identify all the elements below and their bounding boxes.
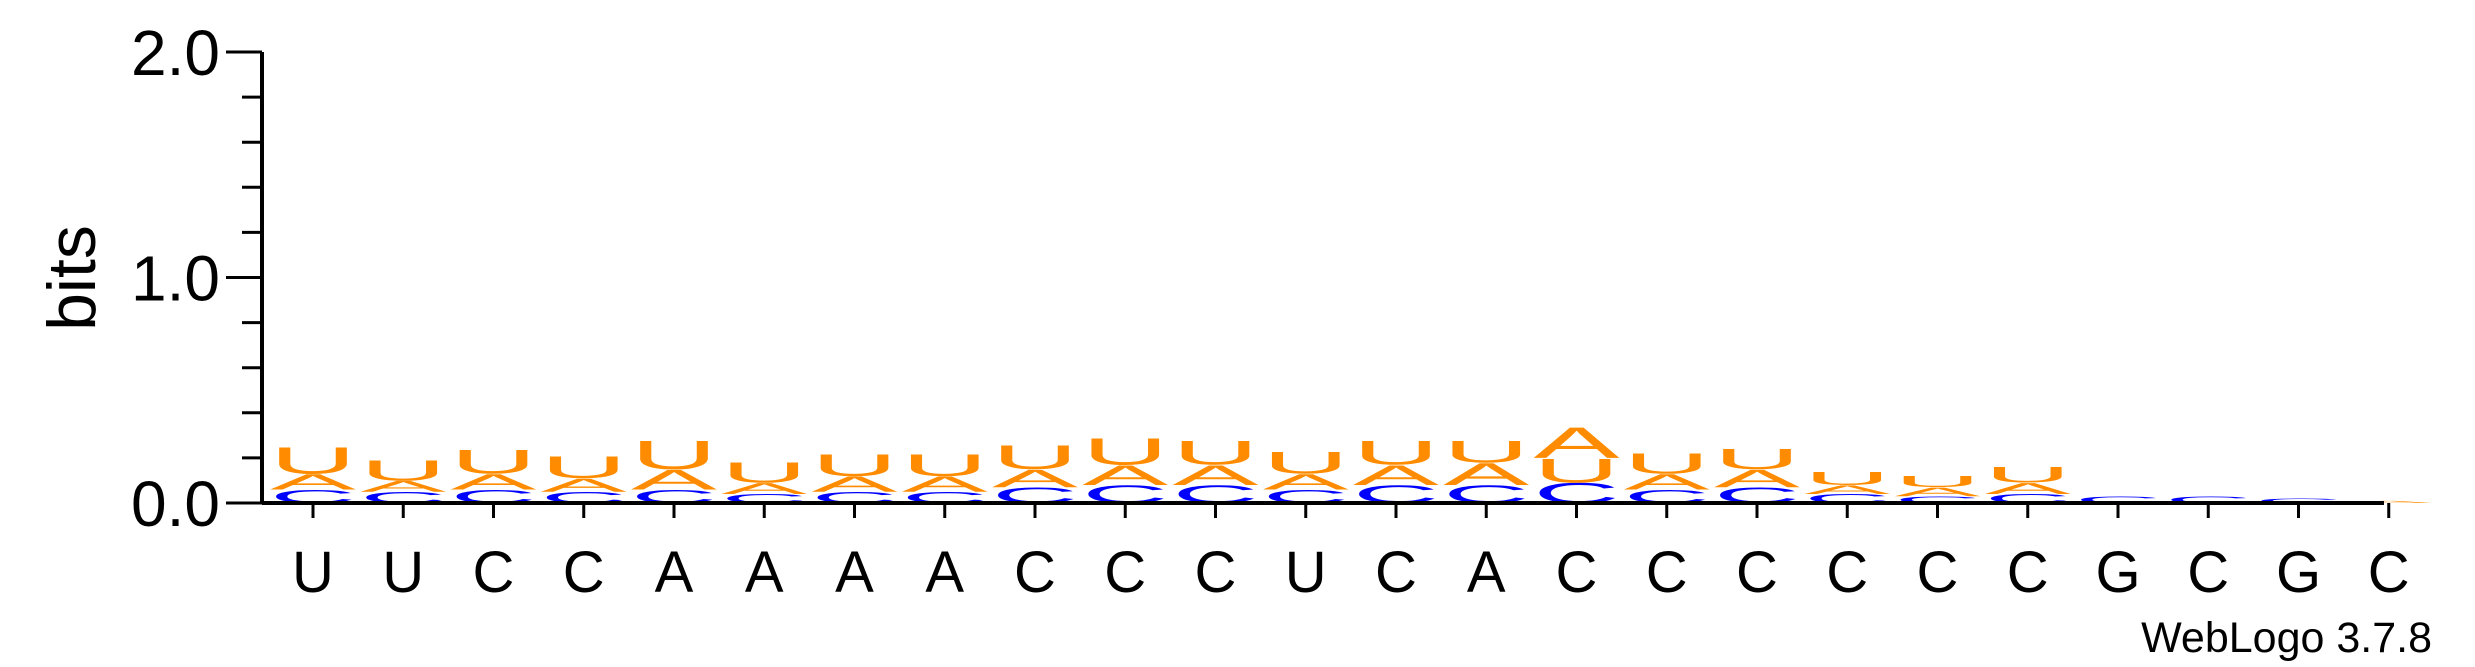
logo-letter-glyph: U	[1985, 463, 2071, 488]
logo-letter-u: U	[721, 457, 807, 488]
logo-letter-glyph: U	[270, 439, 356, 481]
y-axis: 0.0 1.0 2.0	[131, 17, 262, 540]
logo-letter-u: U	[902, 448, 988, 483]
x-tick-label: G	[2095, 540, 2140, 605]
logo-letter-glyph: U	[1353, 433, 1439, 472]
x-tick-label: C	[1375, 540, 1417, 605]
logo-letter-glyph: U	[902, 448, 988, 483]
x-tick-label: U	[292, 540, 334, 605]
y-axis-label: bits	[34, 225, 110, 331]
x-tick-label: A	[1467, 540, 1506, 605]
logo-letter-u: U	[812, 448, 898, 483]
logo-letter-u: U	[270, 439, 356, 481]
x-tick-label: C	[1195, 540, 1237, 605]
logo-letter-glyph: U	[541, 450, 627, 485]
logo-letter-glyph: U	[1624, 448, 1710, 479]
logo-letter-glyph: U	[1082, 430, 1168, 472]
logo-letter-glyph: U	[451, 442, 537, 481]
x-tick-label: C	[1556, 540, 1598, 605]
logo-letter-a: A	[1534, 419, 1621, 468]
logo-letter-glyph: U	[1443, 434, 1529, 469]
x-tick-label: U	[382, 540, 424, 605]
x-tick-label: A	[745, 540, 784, 605]
logo-letter-u: U	[1443, 434, 1529, 469]
logo-letter-u: U	[1985, 463, 2071, 488]
x-tick-label: C	[1917, 540, 1959, 605]
logo-letter-glyph: A	[1534, 419, 1621, 468]
logo-letter-glyph: U	[1895, 473, 1981, 491]
y-tick-label: 0.0	[131, 468, 220, 540]
logo-letter-glyph: U	[360, 455, 446, 486]
logo-letter-glyph: U	[1173, 433, 1259, 472]
x-tick-label: A	[835, 540, 874, 605]
x-tick-label: G	[2276, 540, 2321, 605]
x-tick-label: C	[2007, 540, 2049, 605]
logo-letter-u: U	[1804, 468, 1890, 489]
logo-letter-u: U	[1353, 433, 1439, 472]
letter-stacks: CAUCAUCAUCAUCAUCAUCAUCAUCAUCAUCAUCAUCAUC…	[270, 419, 2432, 510]
y-tick-label: 1.0	[131, 243, 220, 315]
x-tick-label: A	[655, 540, 694, 605]
logo-letter-glyph: U	[812, 448, 898, 483]
logo-letter-glyph: U	[721, 457, 807, 488]
x-tick-label: C	[2187, 540, 2229, 605]
x-tick-label: C	[1104, 540, 1146, 605]
x-tick-label: A	[925, 540, 964, 605]
x-tick-label: C	[1826, 540, 1868, 605]
x-tick-label: C	[1736, 540, 1778, 605]
logo-letter-u: U	[631, 432, 717, 478]
x-tick-label: C	[473, 540, 515, 605]
logo-letter-u: U	[1624, 448, 1710, 479]
logo-letter-glyph: U	[1714, 444, 1800, 475]
logo-letter-glyph: U	[631, 432, 717, 478]
x-tick-label: C	[1014, 540, 1056, 605]
x-tick-label: U	[1285, 540, 1327, 605]
x-tick-label: C	[1646, 540, 1688, 605]
x-tick-label: C	[563, 540, 605, 605]
logo-letter-u: U	[1895, 473, 1981, 491]
x-tick-label: C	[2368, 540, 2410, 605]
logo-letter-u: U	[1714, 444, 1800, 475]
y-tick-label: 2.0	[131, 17, 220, 89]
logo-letter-u: U	[1173, 433, 1259, 472]
logo-letter-u: U	[992, 438, 1078, 477]
weblogo-credit: WebLogo 3.7.8	[2141, 614, 2432, 662]
logo-letter-u: U	[360, 455, 446, 486]
logo-letter-glyph: U	[1263, 445, 1349, 480]
logo-letter-u: U	[541, 450, 627, 485]
logo-letter-glyph: U	[1804, 468, 1890, 489]
logo-letter-u: U	[1082, 430, 1168, 472]
logo-letter-glyph: U	[992, 438, 1078, 477]
logo-letter-u: U	[451, 442, 537, 481]
logo-letter-u: U	[1263, 445, 1349, 480]
